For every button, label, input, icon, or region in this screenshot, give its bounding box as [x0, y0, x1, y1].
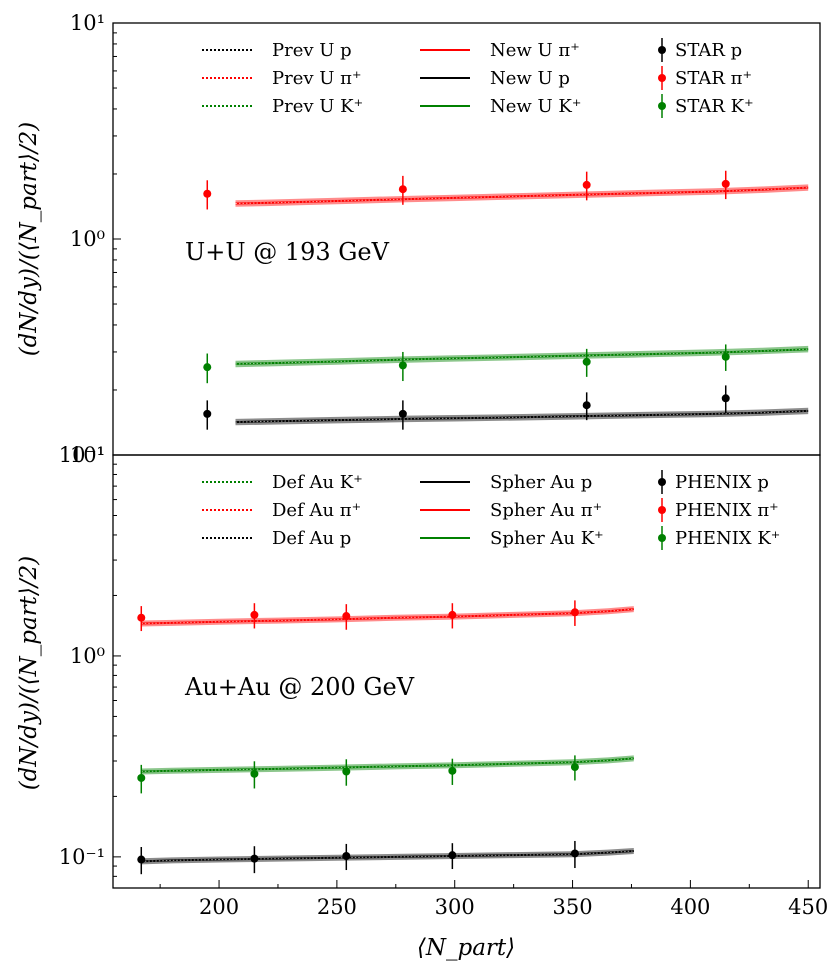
top-series-star-kplus-point: [721, 352, 730, 361]
bottom-legend-spher-au-kplus-label: Spher Au K⁺: [490, 528, 604, 549]
top-panel: 10⁻¹ 10⁰ 10¹ U+U @ 193 GeV Prev U p Prev U π⁺…: [59, 11, 821, 467]
bottom-series-phenix-kplus-point: [342, 767, 351, 776]
bottom-legend-phenix-p-label: PHENIX p: [675, 472, 769, 493]
bottom-series-spher-au-kplus-line: [141, 757, 634, 773]
x-axis: 200 250 300 350 400 450: [159, 880, 828, 919]
top-legend-star-p-label: STAR p: [675, 40, 742, 61]
bottom-series-phenix-p-point: [137, 855, 146, 864]
bottom-legend-def-au-kplus-label: Def Au K⁺: [272, 472, 363, 493]
bottom-legend-spher-au-p-label: Spher Au p: [490, 472, 592, 493]
top-series-star-kplus-point: [398, 361, 407, 370]
top-legend-prev-u-kplus-label: Prev U K⁺: [272, 96, 363, 117]
x-tick-label: 300: [435, 895, 475, 919]
bottom-series-phenix-kplus-point: [137, 773, 146, 782]
top-legend-new-u-kplus-label: New U K⁺: [490, 96, 581, 117]
top-legend-prev-u-p-label: Prev U p: [272, 40, 352, 61]
bottom-legend-phenix-piplus-label: PHENIX π⁺: [675, 500, 779, 521]
x-tick-label: 250: [317, 895, 357, 919]
top-legend-new-u-p-label: New U p: [490, 68, 570, 89]
top-y-tick-label: 10⁰: [70, 227, 105, 251]
x-axis-label: ⟨N_part⟩: [417, 935, 515, 961]
top-series-star-piplus-point: [203, 189, 212, 198]
top-series-star-p-point: [721, 394, 730, 403]
x-tick-label: 200: [199, 895, 239, 919]
bottom-y-tick-label: 10¹: [70, 443, 105, 467]
top-y-tick-label: 10¹: [70, 11, 105, 35]
top-series-star-kplus-point: [582, 357, 591, 366]
top-legend-star-piplus-label: STAR π⁺: [675, 68, 752, 89]
bottom-series-spher-au-p-line: [141, 850, 634, 863]
bottom-legend-phenix-kplus-marker: [658, 534, 666, 542]
bottom-series-phenix-kplus-point: [448, 766, 457, 775]
bottom-series-phenix-kplus-point: [570, 763, 579, 772]
top-series-star-piplus-point: [582, 180, 591, 189]
bottom-series-spher-au-piplus-band: [141, 606, 634, 627]
bottom-legend-def-au-p-label: Def Au p: [272, 528, 351, 549]
bottom-series-phenix-p-point: [570, 849, 579, 858]
top-series-new-u-p-dotted-overlay: [235, 410, 809, 423]
top-legend-star-kplus-marker: [658, 102, 666, 110]
top-series-new-u-piplus-dotted-overlay: [235, 187, 809, 204]
top-series-star-p-point: [582, 401, 591, 410]
top-legend-new-u-piplus-label: New U π⁺: [490, 40, 580, 61]
bottom-series-phenix-piplus-point: [448, 610, 457, 619]
bottom-plot-frame: [112, 454, 821, 889]
bottom-series-spher-au-kplus-band: [141, 755, 634, 775]
top-y-tick-label: 10⁻¹: [59, 443, 105, 467]
bottom-legend-phenix-p-marker: [658, 478, 666, 486]
bottom-annotation: Au+Au @ 200 GeV: [184, 673, 415, 701]
bottom-series-phenix-piplus-point: [137, 613, 146, 622]
top-legend-star-p-marker: [658, 46, 666, 54]
x-tick-label: 400: [670, 895, 710, 919]
bottom-legend-spher-au-piplus-label: Spher Au π⁺: [490, 500, 602, 521]
bottom-series-phenix-p-point: [250, 854, 259, 863]
top-series-star-piplus-point: [398, 185, 407, 194]
x-tick-label: 450: [788, 895, 828, 919]
bottom-series-spher-au-piplus-line: [141, 608, 634, 625]
bottom-y-tick-label: 10⁻¹: [59, 845, 105, 869]
y-axis-label-bottom: (dN/dy)/(⟨N_part⟩/2): [16, 556, 42, 791]
bottom-series-phenix-piplus-point: [570, 608, 579, 617]
bottom-legend-def-au-piplus-label: Def Au π⁺: [272, 500, 361, 521]
top-series-star-kplus-point: [203, 363, 212, 372]
bottom-series-phenix-piplus-point: [342, 612, 351, 621]
top-legend-star-piplus-marker: [658, 74, 666, 82]
top-annotation: U+U @ 193 GeV: [185, 238, 390, 266]
x-tick-label: 350: [553, 895, 593, 919]
y-axis-label-top: (dN/dy)/(⟨N_part⟩/2): [16, 122, 42, 357]
bottom-series-phenix-p-point: [448, 851, 457, 860]
bottom-series-phenix-p-point: [342, 852, 351, 861]
bottom-y-tick-label: 10⁰: [70, 644, 105, 668]
bottom-legend-phenix-piplus-marker: [658, 506, 666, 514]
bottom-legend-phenix-kplus-label: PHENIX K⁺: [675, 528, 780, 549]
bottom-series-phenix-piplus-point: [250, 610, 259, 619]
top-legend-prev-u-piplus-label: Prev U π⁺: [272, 68, 361, 89]
bottom-panel: 10⁻¹ 10⁰ 10¹ Au+Au @ 200 GeV Def Au K⁺ Def Au…: [59, 443, 821, 889]
top-series-new-u-kplus-dotted-overlay: [235, 348, 809, 365]
top-legend-star-kplus-label: STAR K⁺: [675, 96, 754, 117]
bottom-series-phenix-kplus-point: [250, 769, 259, 778]
top-series-star-piplus-point: [721, 179, 730, 188]
top-series-star-p-point: [203, 409, 212, 418]
top-series-star-p-point: [398, 409, 407, 418]
